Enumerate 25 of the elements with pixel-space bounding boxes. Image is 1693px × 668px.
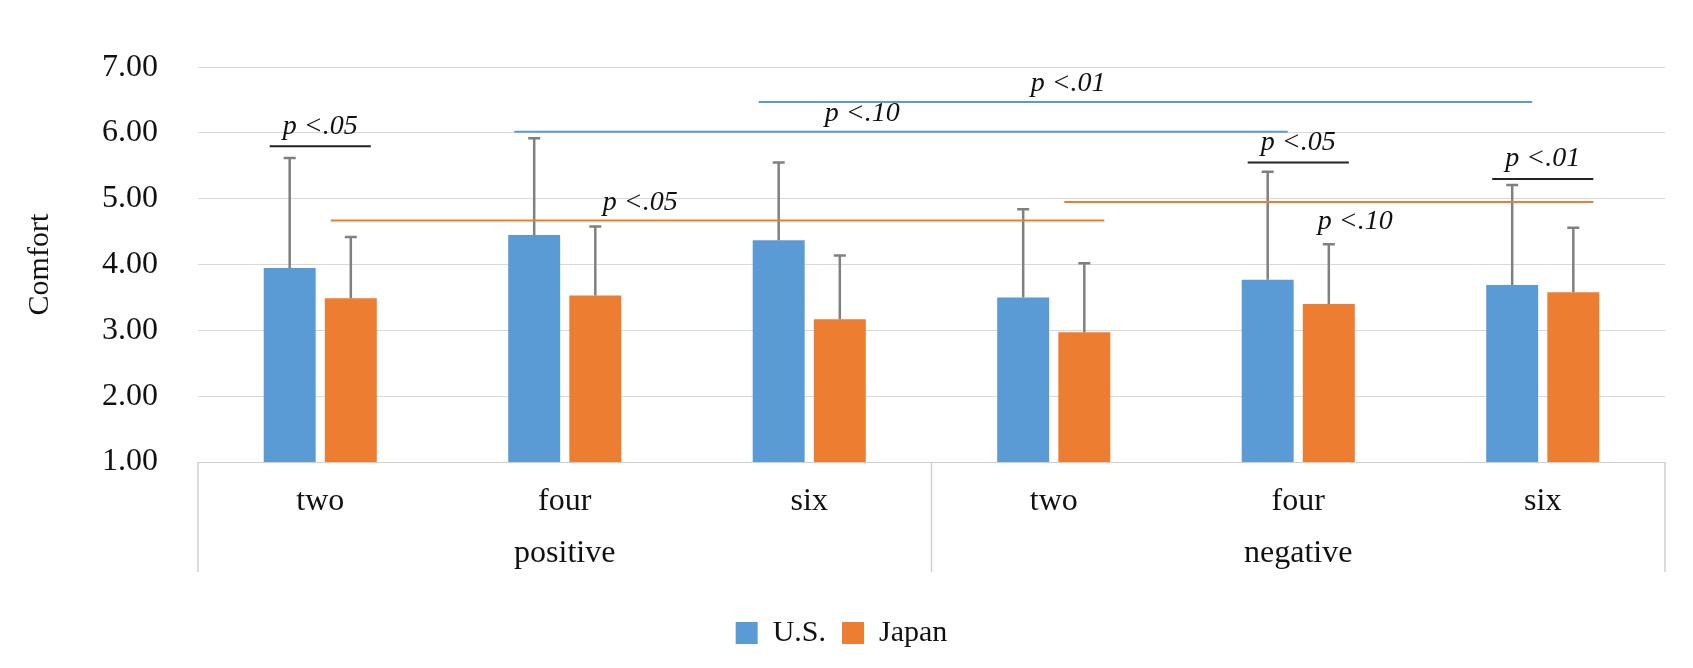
y-tick-label: 2.00 (102, 375, 158, 412)
y-axis-title: Comfort (20, 213, 54, 316)
text: negative (1244, 533, 1353, 570)
y-tick-label: 3.00 (102, 309, 158, 346)
annotation: p <.01 (1028, 66, 1106, 98)
legend-label: U.S. (772, 613, 827, 647)
y-tick-label: 6.00 (102, 112, 158, 149)
y-tick-label: 4.00 (102, 244, 158, 281)
y-tick-label: 5.00 (102, 178, 158, 215)
annotation: p <.01 (1503, 141, 1581, 173)
x-tick-label: six (790, 480, 828, 517)
x-tick-label: two (1029, 480, 1078, 517)
annotation: p <.05 (600, 184, 678, 216)
annotation: p <.10 (1315, 204, 1393, 236)
text: positive (514, 533, 616, 570)
annotation: p <.05 (1258, 124, 1336, 156)
y-tick-label: 1.00 (102, 441, 158, 478)
legend-label: Japan (879, 613, 948, 647)
x-tick-label: two (296, 480, 345, 517)
x-tick-label: four (1271, 480, 1326, 517)
annotation: p <.10 (822, 96, 900, 128)
y-tick-label: 7.00 (102, 46, 158, 83)
x-tick-label: four (538, 480, 592, 517)
annotation: p <.05 (280, 108, 358, 140)
x-tick-label: six (1524, 480, 1562, 517)
